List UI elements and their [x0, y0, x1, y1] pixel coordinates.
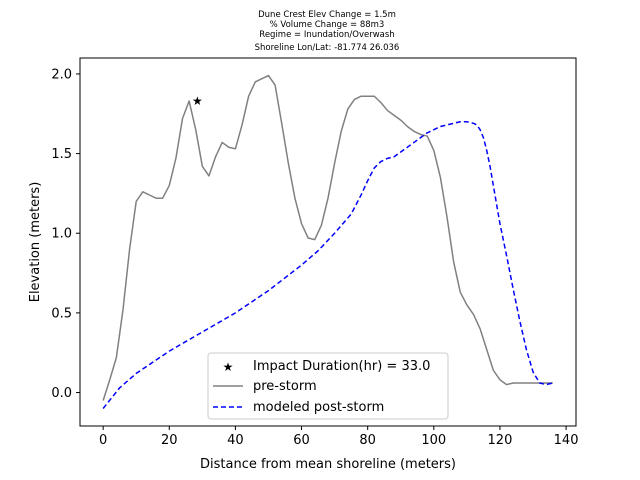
x-tick-label: 80	[359, 433, 376, 448]
post-storm-line	[102, 120, 554, 409]
legend-marker-impact-duration: ★	[223, 360, 234, 374]
legend-label-pre-storm: pre-storm	[253, 379, 317, 394]
y-tick-label: 1.5	[51, 147, 72, 162]
y-tick-label: 1.0	[51, 227, 72, 242]
title-line-1: Dune Crest Elev Change = 1.5m	[258, 10, 396, 20]
y-tick-label: 2.0	[51, 67, 72, 82]
pre-storm-line	[102, 74, 553, 401]
x-tick-label: 60	[293, 433, 310, 448]
y-axis-ticks: 0.0 0.5 1.0 1.5 2.0	[51, 67, 80, 401]
legend-label-post-storm: modeled post-storm	[253, 400, 384, 415]
x-tick-label: 20	[161, 433, 178, 448]
x-axis-label: Distance from mean shoreline (meters)	[200, 457, 456, 472]
plot-series: ★	[102, 74, 554, 409]
legend-box	[207, 352, 449, 420]
title-line-2: % Volume Change = 88m3	[270, 20, 385, 30]
x-tick-label: 40	[227, 433, 244, 448]
title-line-4: Shoreline Lon/Lat: -81.774 26.036	[255, 43, 400, 53]
x-tick-label: 140	[554, 433, 579, 448]
y-tick-label: 0.5	[51, 306, 72, 321]
legend-label-impact-duration: Impact Duration(hr) = 33.0	[253, 359, 430, 374]
plot-frame	[79, 57, 577, 427]
title-line-3: Regime = Inundation/Overwash	[259, 30, 394, 40]
x-tick-label: 0	[99, 433, 107, 448]
x-axis-ticks: 0 20 40 60 80 100 120 140	[99, 426, 578, 448]
x-tick-label: 100	[421, 433, 446, 448]
legend: ★ Impact Duration(hr) = 33.0 pre-storm m…	[207, 352, 449, 420]
impact-marker: ★	[192, 94, 203, 108]
x-tick-label: 120	[488, 433, 513, 448]
chart-title: Dune Crest Elev Change = 1.5m % Volume C…	[255, 10, 400, 53]
y-axis-label: Elevation (meters)	[28, 182, 43, 303]
y-tick-label: 0.0	[51, 386, 72, 401]
